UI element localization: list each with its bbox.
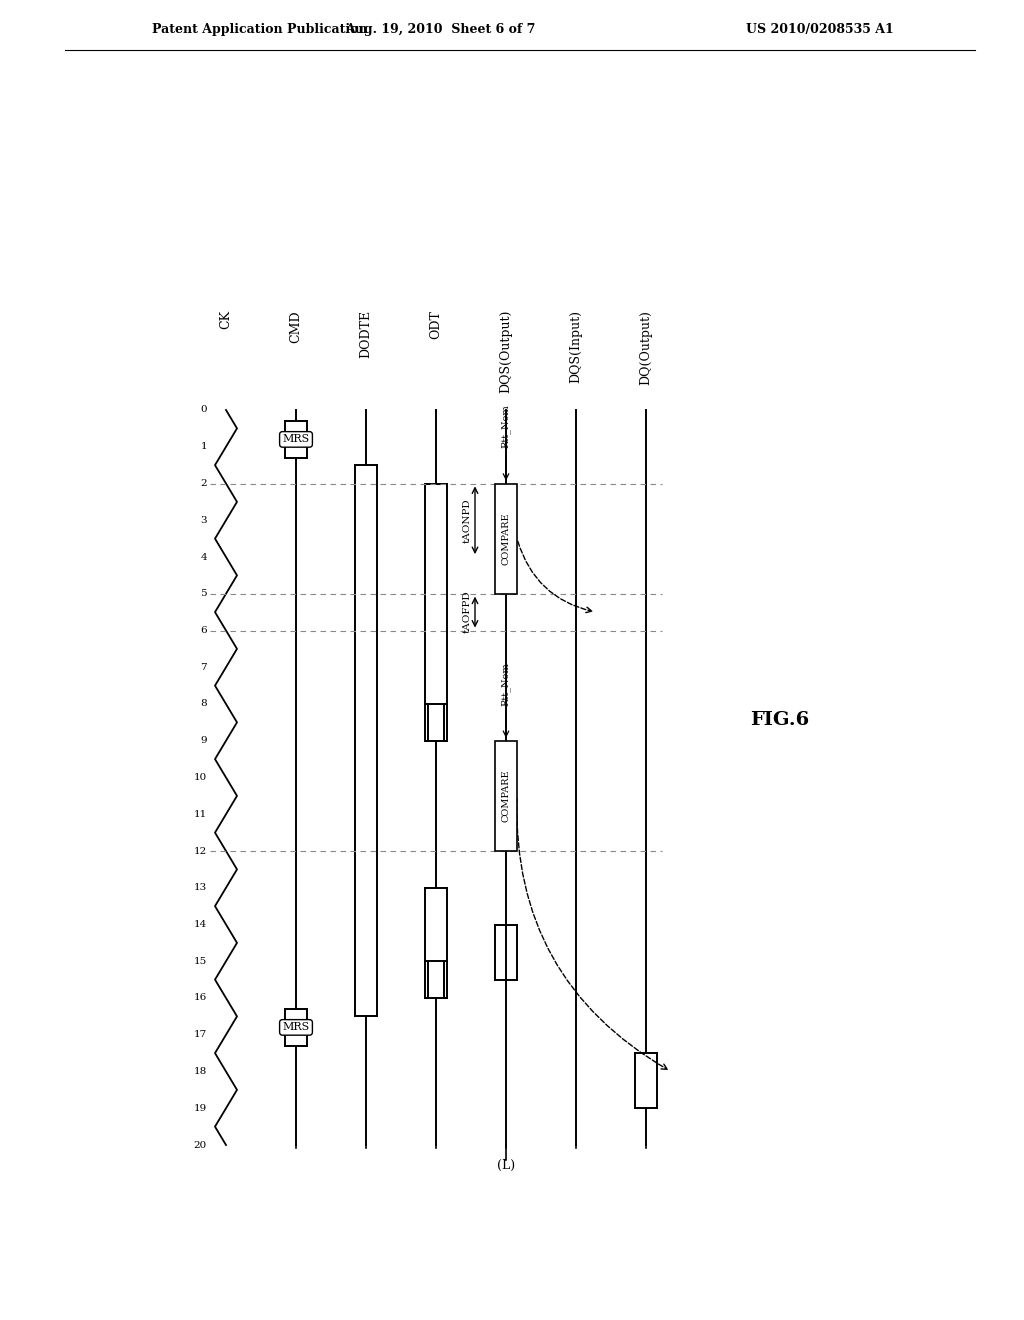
Text: 13: 13 (194, 883, 207, 892)
Bar (495, 741, 517, 851)
Text: Aug. 19, 2010  Sheet 6 of 7: Aug. 19, 2010 Sheet 6 of 7 (345, 22, 536, 36)
Text: Patent Application Publication: Patent Application Publication (152, 22, 368, 36)
Text: COMPARE: COMPARE (502, 512, 511, 565)
Text: 9: 9 (201, 737, 207, 746)
Text: 3: 3 (201, 516, 207, 525)
Text: 4: 4 (201, 553, 207, 561)
Text: 0: 0 (201, 405, 207, 414)
Text: US 2010/0208535 A1: US 2010/0208535 A1 (746, 22, 894, 36)
Bar (495, 483, 517, 594)
Text: COMPARE: COMPARE (502, 770, 511, 822)
Text: DQ(Output): DQ(Output) (640, 310, 652, 385)
Text: tAOFPD: tAOFPD (463, 591, 472, 634)
Text: tAONPD: tAONPD (463, 498, 472, 543)
Text: ODT: ODT (429, 310, 442, 339)
Text: 7: 7 (201, 663, 207, 672)
Text: 16: 16 (194, 994, 207, 1002)
Text: FIG.6: FIG.6 (751, 711, 810, 729)
Text: 5: 5 (201, 589, 207, 598)
Text: 8: 8 (201, 700, 207, 709)
Text: (L): (L) (497, 1159, 515, 1172)
Text: MRS: MRS (283, 1023, 309, 1032)
Text: DQS(Input): DQS(Input) (569, 310, 583, 383)
Text: CMD: CMD (290, 310, 302, 343)
Text: 17: 17 (194, 1030, 207, 1039)
Text: 1: 1 (201, 442, 207, 451)
Text: MRS: MRS (283, 434, 309, 445)
Text: 10: 10 (194, 774, 207, 781)
Text: 11: 11 (194, 809, 207, 818)
Text: 14: 14 (194, 920, 207, 929)
Text: DQS(Output): DQS(Output) (500, 310, 512, 393)
Text: 19: 19 (194, 1104, 207, 1113)
Text: 15: 15 (194, 957, 207, 966)
Text: 12: 12 (194, 846, 207, 855)
Text: Rtt_Nom: Rtt_Nom (501, 405, 511, 449)
Text: 2: 2 (201, 479, 207, 488)
Text: DODTE: DODTE (359, 310, 373, 358)
Text: Rtt_Nom: Rtt_Nom (501, 663, 511, 706)
Text: 18: 18 (194, 1067, 207, 1076)
Text: 6: 6 (201, 626, 207, 635)
Text: CK: CK (219, 310, 232, 329)
Text: 20: 20 (194, 1140, 207, 1150)
